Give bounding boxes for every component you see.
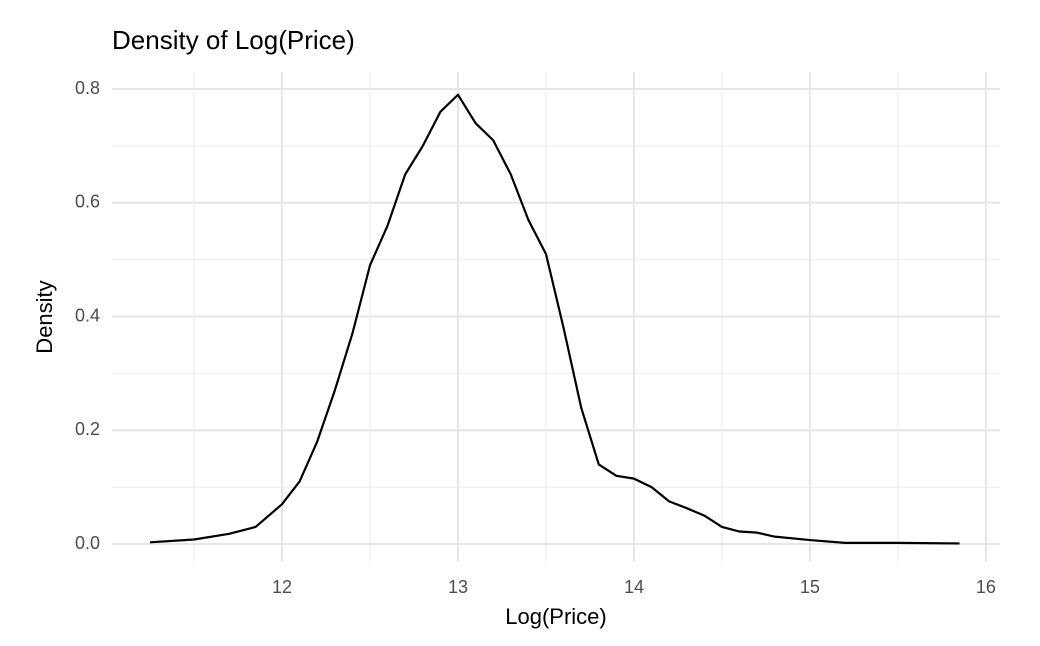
x-tick-label: 14 [624,577,644,597]
x-tick-label: 13 [448,577,468,597]
x-tick-label: 12 [272,577,292,597]
y-axis-label: Density [32,280,57,353]
y-tick-label: 0.2 [75,419,100,439]
x-tick-label: 15 [800,577,820,597]
chart-title: Density of Log(Price) [112,25,355,55]
y-tick-label: 0.6 [75,192,100,212]
y-tick-label: 0.0 [75,533,100,553]
density-line [149,93,960,545]
x-axis-label: Log(Price) [505,604,606,629]
y-tick-label: 0.4 [75,305,100,325]
y-tick-label: 0.8 [75,78,100,98]
x-tick-label: 16 [976,577,996,597]
